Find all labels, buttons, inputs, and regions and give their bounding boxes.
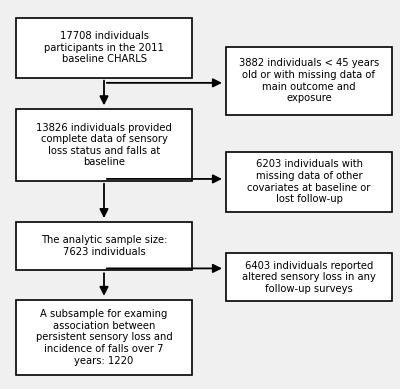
FancyBboxPatch shape [226, 47, 392, 115]
Text: 13826 individuals provided
complete data of sensory
loss status and falls at
bas: 13826 individuals provided complete data… [36, 123, 172, 167]
FancyBboxPatch shape [226, 152, 392, 212]
Text: 3882 individuals < 45 years
old or with missing data of
main outcome and
exposur: 3882 individuals < 45 years old or with … [239, 58, 379, 103]
Text: A subsample for examing
association between
persistent sensory loss and
incidenc: A subsample for examing association betw… [36, 309, 172, 366]
Text: The analytic sample size:
7623 individuals: The analytic sample size: 7623 individua… [41, 235, 167, 257]
FancyBboxPatch shape [16, 222, 192, 270]
FancyBboxPatch shape [16, 300, 192, 375]
FancyBboxPatch shape [16, 109, 192, 181]
Text: 6403 individuals reported
altered sensory loss in any
follow-up surveys: 6403 individuals reported altered sensor… [242, 261, 376, 294]
Text: 17708 individuals
participants in the 2011
baseline CHARLS: 17708 individuals participants in the 20… [44, 31, 164, 64]
FancyBboxPatch shape [226, 253, 392, 301]
Text: 6203 individuals with
missing data of other
covariates at baseline or
lost follo: 6203 individuals with missing data of ot… [247, 159, 371, 204]
FancyBboxPatch shape [16, 18, 192, 78]
